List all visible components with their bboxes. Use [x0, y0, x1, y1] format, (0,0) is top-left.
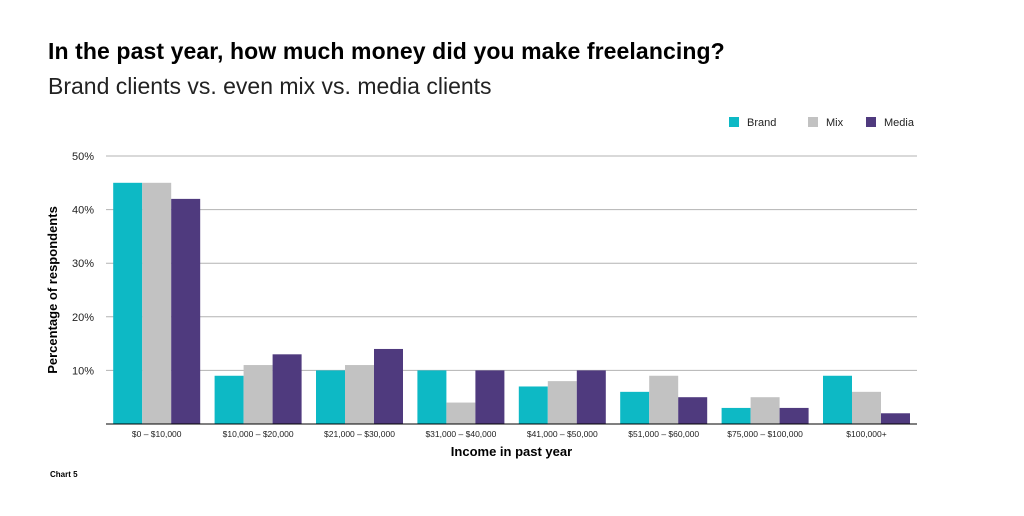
x-axis-title: Income in past year [451, 444, 572, 459]
bar-mix [243, 365, 273, 424]
bar-brand [214, 375, 244, 424]
x-tick-label: $21,000 – $30,000 [324, 429, 395, 439]
x-tick-label: $0 – $10,000 [132, 429, 182, 439]
bar-brand [316, 370, 345, 424]
bar-brand [721, 407, 751, 424]
legend-label-brand: Brand [747, 117, 776, 129]
chart-title: In the past year, how much money did you… [48, 38, 725, 64]
legend-label-media: Media [884, 117, 915, 129]
bar-media [576, 370, 606, 424]
bar-mix [142, 182, 172, 424]
x-tick-label: $41,000 – $50,000 [527, 429, 598, 439]
legend-swatch-media [866, 117, 876, 127]
bar-mix [446, 402, 476, 424]
bar-media [678, 397, 708, 424]
bar-brand [518, 386, 548, 424]
bar-media [881, 413, 910, 424]
bar-media [475, 370, 505, 424]
x-tick-label: $51,000 – $60,000 [628, 429, 699, 439]
bar-mix [750, 397, 780, 424]
y-axis-title: Percentage of respondents [45, 206, 60, 374]
bar-mix [852, 391, 881, 424]
bar-brand [823, 375, 852, 424]
legend-swatch-mix [808, 117, 818, 127]
chart-number-label: Chart 5 [50, 470, 78, 479]
y-tick-label: 10% [72, 365, 94, 377]
bar-mix [547, 381, 577, 424]
x-tick-label: $75,000 – $100,000 [727, 429, 803, 439]
bar-media [272, 354, 302, 424]
legend-label-mix: Mix [826, 117, 844, 129]
bar-media [171, 198, 201, 424]
bar-media [779, 407, 809, 424]
bar-mix [345, 365, 374, 424]
x-tick-label: $100,000+ [846, 429, 886, 439]
x-tick-label: $10,000 – $20,000 [223, 429, 294, 439]
y-tick-label: 40% [72, 205, 94, 217]
x-tick-label: $31,000 – $40,000 [425, 429, 496, 439]
bar-brand [417, 370, 447, 424]
legend-swatch-brand [729, 117, 739, 127]
bar-brand [620, 391, 650, 424]
chart-subtitle: Brand clients vs. even mix vs. media cli… [48, 73, 492, 99]
y-tick-label: 30% [72, 258, 94, 270]
bar-mix [649, 375, 679, 424]
y-tick-label: 20% [72, 312, 94, 324]
y-tick-label: 50% [72, 151, 94, 163]
bar-media [374, 348, 403, 424]
bar-brand [113, 182, 143, 424]
